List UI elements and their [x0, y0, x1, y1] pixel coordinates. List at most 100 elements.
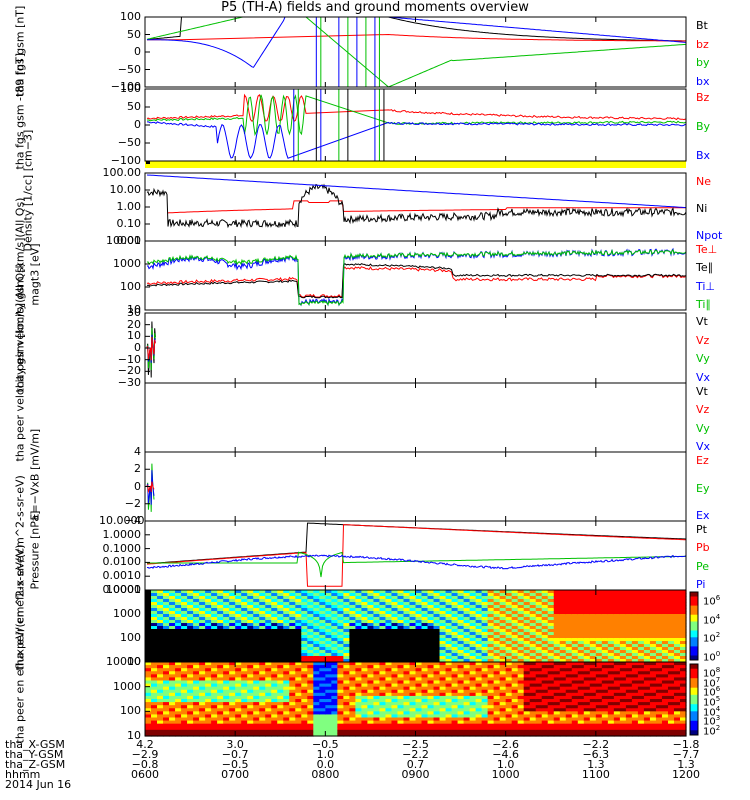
peer-eflux-heatmap-cell	[289, 692, 296, 697]
peer-eflux-heatmap-cell	[403, 683, 411, 688]
peir-eflux-heatmap-cell	[271, 611, 278, 615]
peer-eflux-heatmap-cell	[505, 686, 513, 691]
peir-eflux-heatmap-cell	[283, 629, 290, 633]
peer-eflux-heatmap-cell	[289, 702, 296, 706]
peer-eflux-heatmap-cell	[307, 732, 314, 737]
peer-eflux-heatmap-cell	[379, 723, 387, 728]
peer-eflux-heatmap-cell	[247, 680, 254, 685]
peir-eflux-heatmap-cell	[547, 620, 555, 624]
peer-eflux-heatmap-cell	[439, 699, 447, 703]
peer-eflux-heatmap-cell	[517, 705, 525, 709]
peir-eflux-heatmap-cell	[553, 653, 561, 657]
peer-eflux-heatmap-cell	[373, 726, 381, 731]
peer-eflux-heatmap-cell	[331, 717, 338, 722]
peir-eflux-heatmap-cell	[397, 608, 405, 612]
peir-eflux-heatmap-cell	[433, 653, 441, 657]
peer-eflux-heatmap-cell	[349, 699, 356, 703]
peer-eflux-heatmap-cell	[589, 720, 597, 725]
peer-eflux-heatmap-cell	[187, 711, 194, 716]
peir-eflux-heatmap-cell	[517, 599, 525, 603]
peir-eflux-heatmap-cell	[151, 641, 158, 645]
panel-ylabel: tha peer velocity gsm [km/s](All Qs)	[13, 262, 27, 462]
peir-eflux-heatmap-cell	[391, 629, 399, 633]
peer-eflux-heatmap-cell	[607, 705, 615, 709]
peer-eflux-heatmap-cell	[517, 671, 525, 675]
peir-eflux-heatmap-cell	[169, 590, 176, 594]
peir-eflux-heatmap-cell	[205, 656, 212, 660]
colorbar-tick-base: 10	[703, 668, 716, 680]
peer-eflux-heatmap-cell	[193, 726, 200, 731]
peir-eflux-heatmap-cell	[235, 626, 242, 630]
peir-eflux-heatmap-cell	[445, 638, 453, 642]
peir-eflux-heatmap-cell	[547, 638, 555, 642]
peer-eflux-heatmap-cell	[577, 668, 585, 672]
peir-eflux-heatmap-cell	[451, 608, 459, 612]
peer-eflux-heatmap-cell	[619, 668, 627, 672]
peer-eflux-heatmap-cell	[337, 677, 344, 682]
peir-eflux-heatmap-cell	[307, 608, 314, 612]
peer-eflux-heatmap-cell	[673, 671, 681, 675]
peer-eflux-heatmap-cell	[601, 714, 609, 719]
peir-eflux-heatmap-cell	[475, 659, 483, 663]
peir-eflux-heatmap-cell	[265, 647, 272, 651]
peir-eflux-heatmap-cell	[619, 647, 627, 651]
peer-eflux-heatmap-cell	[529, 662, 537, 666]
peir-eflux-heatmap-cell	[175, 596, 182, 600]
peer-eflux-heatmap-cell	[271, 683, 278, 688]
peir-eflux-heatmap-cell	[331, 641, 338, 645]
peer-eflux-heatmap-cell	[547, 680, 555, 685]
peer-eflux-heatmap-cell	[403, 671, 411, 675]
peer-eflux-heatmap-cell	[595, 683, 603, 688]
peer-eflux-heatmap-cell	[199, 723, 206, 728]
peir-eflux-heatmap-cell	[463, 638, 471, 642]
peer-eflux-heatmap-cell	[451, 662, 459, 666]
peir-eflux-heatmap-cell	[571, 623, 579, 627]
peer-eflux-heatmap-cell	[475, 732, 483, 737]
peer-eflux-heatmap-cell	[193, 708, 200, 712]
peer-eflux-heatmap-cell	[301, 674, 308, 679]
peir-eflux-heatmap-cell	[469, 611, 477, 615]
peer-eflux-heatmap-cell	[193, 677, 200, 682]
peer-eflux-heatmap-cell	[343, 726, 350, 731]
peer-eflux-heatmap-cell	[451, 720, 459, 725]
peir-eflux-heatmap-cell	[373, 605, 381, 609]
peir-eflux-heatmap-cell	[397, 644, 405, 648]
peer-eflux-heatmap-cell	[469, 674, 477, 679]
peir-eflux-heatmap-cell	[541, 626, 549, 630]
peir-eflux-heatmap-cell	[601, 647, 609, 651]
peer-colorbar-swatch	[690, 716, 698, 719]
peer-eflux-heatmap-cell	[175, 711, 182, 716]
peir-eflux-heatmap-cell	[265, 602, 272, 606]
peir-eflux-heatmap-cell	[427, 593, 435, 597]
peir-eflux-heatmap-cell	[577, 599, 585, 603]
peer-eflux-heatmap-cell	[571, 714, 579, 719]
peer-eflux-heatmap-cell	[223, 723, 230, 728]
peir-eflux-heatmap-cell	[421, 650, 429, 654]
peer-eflux-heatmap-cell	[445, 723, 453, 728]
peir-eflux-heatmap-cell	[229, 608, 236, 612]
peir-eflux-heatmap-cell	[229, 623, 236, 627]
peer-eflux-heatmap-cell	[673, 677, 681, 682]
peer-eflux-heatmap-cell	[661, 677, 669, 682]
peer-eflux-heatmap-cell	[277, 695, 284, 700]
colorbar-tick-base: 10	[703, 614, 716, 626]
peer-eflux-heatmap-cell	[559, 680, 567, 685]
peir-eflux-heatmap-cell	[583, 611, 591, 615]
peer-eflux-heatmap-cell	[637, 662, 645, 666]
peir-eflux-heatmap-cell	[457, 590, 465, 594]
peir-eflux-heatmap-cell	[187, 620, 194, 624]
peir-eflux-heatmap-cell	[217, 608, 224, 612]
peer-eflux-heatmap-cell	[151, 686, 158, 691]
peer-eflux-heatmap-cell	[367, 729, 375, 734]
peir-colorbar-swatch	[690, 605, 698, 609]
peir-eflux-heatmap-cell	[679, 611, 687, 615]
peer-eflux-heatmap-cell	[349, 705, 356, 709]
peir-eflux-heatmap-cell	[187, 623, 194, 627]
peir-eflux-heatmap-cell	[181, 599, 188, 603]
peir-eflux-heatmap-cell	[643, 638, 651, 642]
peer-eflux-heatmap-cell	[385, 729, 393, 734]
peir-eflux-heatmap-cell	[295, 626, 302, 630]
peer-eflux-heatmap-cell	[535, 702, 543, 706]
peer-eflux-heatmap-cell	[673, 665, 681, 669]
peer-eflux-heatmap-cell	[325, 683, 332, 688]
